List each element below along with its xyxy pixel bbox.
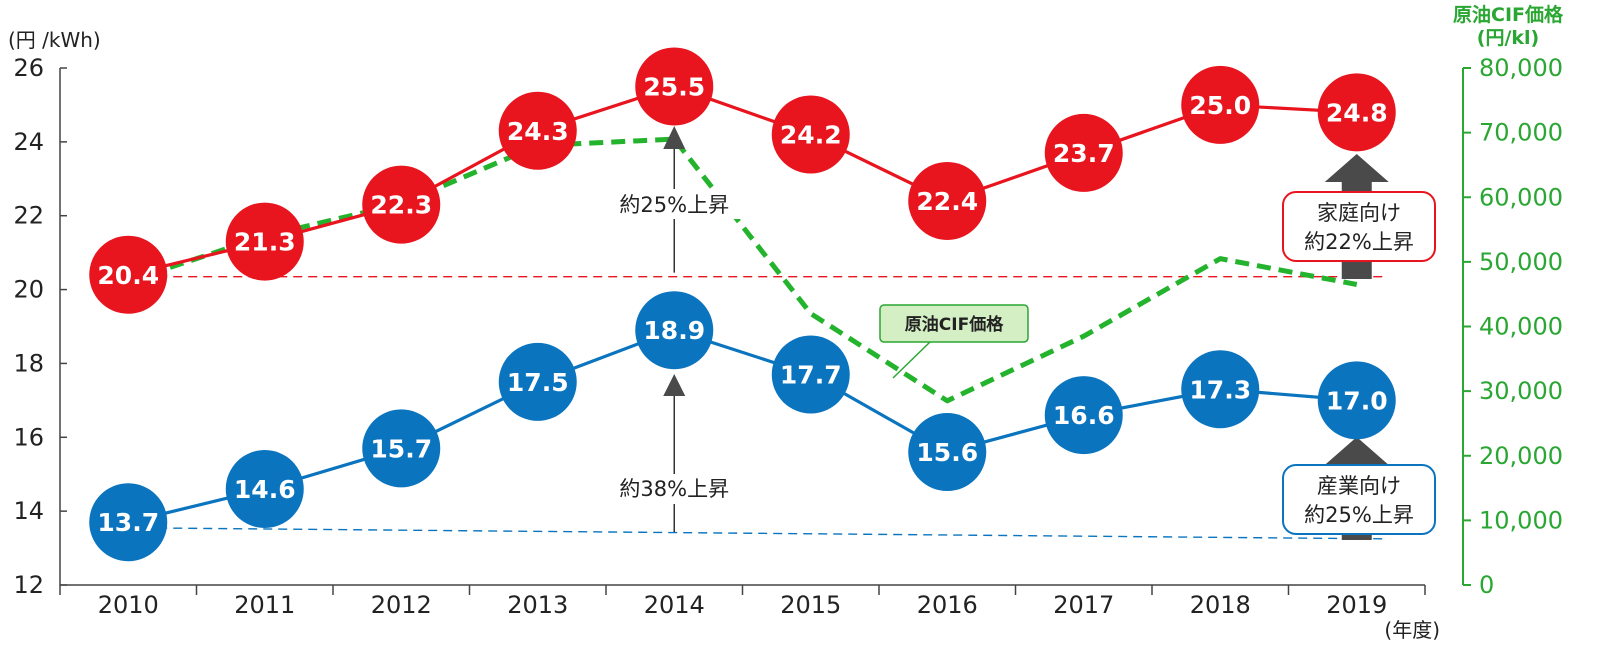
data-points: 20.4 21.3 22.3 24.3 25.5 24.2 22.4 23.7 25.0 24.8…: [89, 47, 1396, 562]
right-tick-label: 50,000: [1479, 248, 1563, 276]
industrial-callout-box: [1282, 464, 1436, 535]
crude-legend-box: [879, 304, 1029, 343]
right-tick-label: 60,000: [1479, 183, 1563, 211]
household-point-label: 24.8: [1326, 98, 1388, 127]
left-tick-label: 14: [13, 497, 44, 525]
industrial-point-label: 17.0: [1326, 386, 1388, 415]
household-point-label: 21.3: [234, 228, 296, 257]
x-axis-unit: (年度): [1384, 618, 1440, 642]
left-tick-label: 26: [13, 54, 44, 82]
household-price-line: [127, 84, 1357, 277]
left-tick-label: 12: [13, 571, 44, 599]
household-point-label: 22.4: [916, 187, 978, 216]
left-tick-label: 22: [13, 202, 44, 230]
left-tick-label: 20: [13, 276, 44, 304]
industrial-point: [908, 413, 987, 492]
crude-legend-leader: [892, 341, 931, 379]
household-point-label: 24.3: [507, 117, 569, 146]
right-tick-label: 40,000: [1479, 313, 1563, 341]
household-callout-line1: 家庭向け: [1317, 201, 1401, 225]
x-tick-label: 2013: [507, 591, 568, 619]
household-point-label: 22.3: [370, 191, 432, 220]
industrial-point-label: 14.6: [234, 475, 296, 504]
industrial-point-label: 17.7: [780, 361, 842, 390]
industrial-point: [362, 409, 441, 488]
industrial-callout-line2: 約25%上昇: [1304, 503, 1414, 527]
industrial-point: [1044, 376, 1123, 455]
industrial-point: [1317, 361, 1396, 440]
industrial-rise-label-bg: [608, 474, 741, 504]
household-point-label: 20.4: [97, 261, 159, 290]
right-tick-label: 20,000: [1479, 442, 1563, 470]
household-rise-label-bg: [608, 189, 741, 219]
industrial-point-label: 16.6: [1053, 401, 1115, 430]
industrial-point: [498, 342, 577, 421]
industrial-point-label: 17.5: [507, 368, 569, 397]
household-point-label: 24.2: [780, 120, 842, 149]
left-tick-label: 18: [13, 349, 44, 377]
household-point: [908, 161, 987, 240]
industrial-callout-line1: 産業向け: [1317, 474, 1401, 498]
household-callout-box: [1282, 191, 1436, 262]
industrial-point-label: 13.7: [97, 508, 159, 537]
industrial-price-line: [127, 328, 1357, 524]
household-point: [1317, 73, 1396, 152]
right-tick-label: 30,000: [1479, 377, 1563, 405]
right-tick-label: 10,000: [1479, 506, 1563, 534]
x-tick-label: 2010: [98, 591, 159, 619]
left-axis-unit: (円 /kWh): [8, 28, 101, 52]
household-point: [635, 47, 714, 126]
industrial-point: [1181, 350, 1260, 429]
right-axis-unit: (円/kl): [1477, 27, 1539, 49]
industrial-point: [771, 335, 850, 414]
industrial-rise-arrow-head: [663, 374, 686, 396]
x-tick-label: 2014: [644, 591, 705, 619]
crude-cif-line: [127, 136, 1358, 404]
household-point: [89, 235, 168, 314]
industrial-point: [225, 449, 304, 528]
household-point: [225, 202, 304, 281]
x-tick-label: 2012: [371, 591, 432, 619]
x-tick-label: 2017: [1053, 591, 1114, 619]
household-point-label: 25.0: [1189, 91, 1251, 120]
x-tick-label: 2019: [1326, 591, 1387, 619]
household-point: [498, 91, 577, 170]
x-tick-label: 2011: [234, 591, 295, 619]
household-rise-arrow-head: [663, 126, 686, 149]
industrial-rise-label: 約38%上昇: [619, 477, 729, 501]
series-lines: [127, 84, 1358, 524]
industrial-point-label: 15.6: [916, 438, 978, 467]
household-callout-line2: 約22%上昇: [1304, 230, 1414, 254]
household-point: [1044, 113, 1123, 192]
household-point: [362, 165, 441, 244]
x-tick-label: 2018: [1190, 591, 1251, 619]
right-tick-label: 0: [1479, 571, 1494, 599]
left-tick-label: 16: [13, 423, 44, 451]
right-axis-title: 原油CIF価格: [1453, 3, 1564, 26]
industrial-point-label: 18.9: [643, 316, 705, 345]
left-tick-label: 24: [13, 128, 44, 156]
right-tick-label: 80,000: [1479, 54, 1563, 82]
household-point-label: 23.7: [1053, 139, 1115, 168]
right-tick-label: 70,000: [1479, 119, 1563, 147]
industrial-point-label: 17.3: [1189, 375, 1251, 404]
household-point-label: 25.5: [643, 72, 705, 101]
x-tick-label: 2015: [780, 591, 841, 619]
household-rise-label: 約25%上昇: [619, 193, 729, 217]
x-tick-label: 2016: [917, 591, 978, 619]
axes: 12 14 16 18 20 22 24 26(円 /kWh) 2010 2011 2012 2013…: [8, 3, 1564, 642]
household-point: [1181, 65, 1260, 144]
industrial-baseline-line: [128, 527, 1386, 540]
industrial-point-label: 15.7: [370, 434, 432, 463]
industrial-point: [89, 483, 168, 562]
household-point: [771, 95, 850, 174]
crude-legend-label: 原油CIF価格: [905, 314, 1004, 335]
industrial-point: [635, 291, 714, 370]
